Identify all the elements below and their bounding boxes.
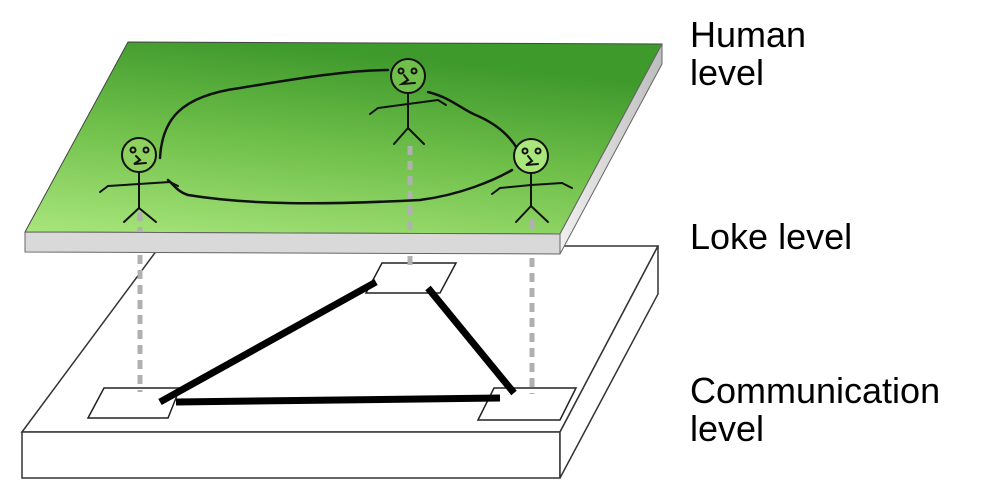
person-left-icon [99, 137, 179, 223]
communication-level-label: Communication level [690, 370, 941, 449]
loke-pad-right [476, 387, 578, 421]
slab-top [24, 41, 663, 235]
slab-front [24, 231, 561, 255]
person-top-icon [369, 58, 447, 145]
link-left-right [175, 394, 501, 406]
relation-left-right [166, 168, 514, 205]
human-level-label: Human level [690, 14, 807, 93]
human-level-slab [24, 41, 663, 255]
loke-pads [86, 262, 578, 421]
loke-pad-top [364, 262, 458, 294]
human-relations [158, 68, 520, 205]
link-left-top [158, 278, 378, 406]
relation-top-right [426, 90, 520, 152]
vertical-connectors [137, 255, 535, 394]
connectors-on-slab [137, 146, 535, 234]
communication-links [158, 278, 517, 406]
communication-level-box [20, 245, 660, 479]
relation-left-top [158, 68, 390, 160]
loke-pad-left [86, 387, 182, 419]
slab-side [559, 43, 663, 255]
person-right-icon [491, 138, 573, 223]
loke-level-label: Loke level [690, 216, 853, 257]
link-top-right [425, 285, 517, 396]
